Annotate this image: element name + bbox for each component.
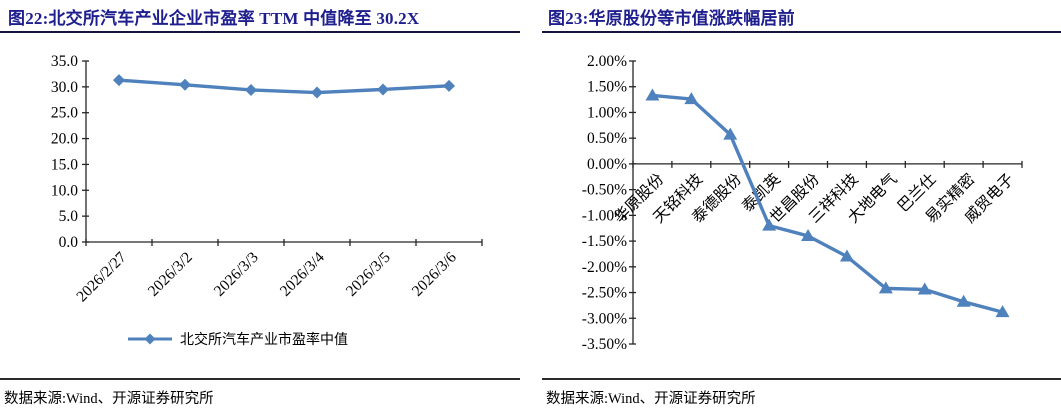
figure-22-source: 数据来源:Wind、开源证券研究所	[0, 378, 520, 408]
svg-text:30.0: 30.0	[51, 79, 78, 96]
svg-text:2026/3/6: 2026/3/6	[409, 249, 460, 300]
svg-text:1.50%: 1.50%	[587, 79, 627, 96]
svg-text:2026/3/4: 2026/3/4	[277, 249, 328, 300]
figure-23-chart-area: 2.00% 1.50% 1.00% 0.50% 0.00% -0.50% -1.00% -1.…	[530, 33, 1061, 375]
figure-23-panel: 图23:华原股份等市值涨跌幅居前 2.00% 1.50% 1.00% 0.50% 0.0…	[530, 0, 1061, 408]
svg-text:25.0: 25.0	[51, 105, 78, 122]
svg-text:0.00%: 0.00%	[587, 156, 627, 173]
figure-23-title: 图23:华原股份等市值涨跌幅居前	[542, 0, 1061, 33]
svg-text:0.50%: 0.50%	[587, 130, 627, 147]
svg-text:-1.00%: -1.00%	[582, 207, 627, 224]
svg-text:20.0: 20.0	[51, 131, 78, 148]
svg-text:10.0: 10.0	[51, 182, 78, 199]
svg-text:2.00%: 2.00%	[587, 53, 627, 70]
svg-text:2026/2/27: 2026/2/27	[73, 249, 130, 306]
svg-text:-2.00%: -2.00%	[582, 259, 627, 276]
figure-22-chart-area: 35.0 30.0 25.0 20.0 15.0 10.0 5.0 0.0 2026/2/27 2…	[0, 33, 530, 375]
svg-text:2026/3/2: 2026/3/2	[145, 249, 196, 300]
svg-text:-1.50%: -1.50%	[582, 233, 627, 250]
figure-22-panel: 图22:北交所汽车产业企业市盈率 TTM 中值降至 30.2X 35.0 30.0…	[0, 0, 530, 408]
market-cap-change-line-chart: 2.00% 1.50% 1.00% 0.50% 0.00% -0.50% -1.00% -1.…	[582, 53, 1023, 353]
source-text: 数据来源:Wind、开源证券研究所	[4, 391, 214, 407]
svg-text:-2.50%: -2.50%	[582, 285, 627, 302]
svg-text:-3.50%: -3.50%	[582, 336, 627, 353]
svg-text:1.00%: 1.00%	[587, 104, 627, 121]
svg-text:-3.00%: -3.00%	[582, 310, 627, 327]
svg-text:5.0: 5.0	[59, 208, 79, 225]
figure-22-title: 图22:北交所汽车产业企业市盈率 TTM 中值降至 30.2X	[0, 0, 520, 33]
source-text: 数据来源:Wind、开源证券研究所	[546, 391, 756, 407]
svg-text:0.0: 0.0	[59, 234, 79, 251]
svg-text:35.0: 35.0	[51, 53, 78, 70]
svg-text:2026/3/5: 2026/3/5	[343, 249, 394, 300]
svg-text:-0.50%: -0.50%	[582, 182, 627, 199]
svg-text:2026/3/3: 2026/3/3	[211, 249, 262, 300]
svg-text:北交所汽车产业市盈率中值: 北交所汽车产业市盈率中值	[180, 331, 348, 348]
svg-text:15.0: 15.0	[51, 156, 78, 173]
figure-23-source: 数据来源:Wind、开源证券研究所	[542, 378, 1061, 408]
